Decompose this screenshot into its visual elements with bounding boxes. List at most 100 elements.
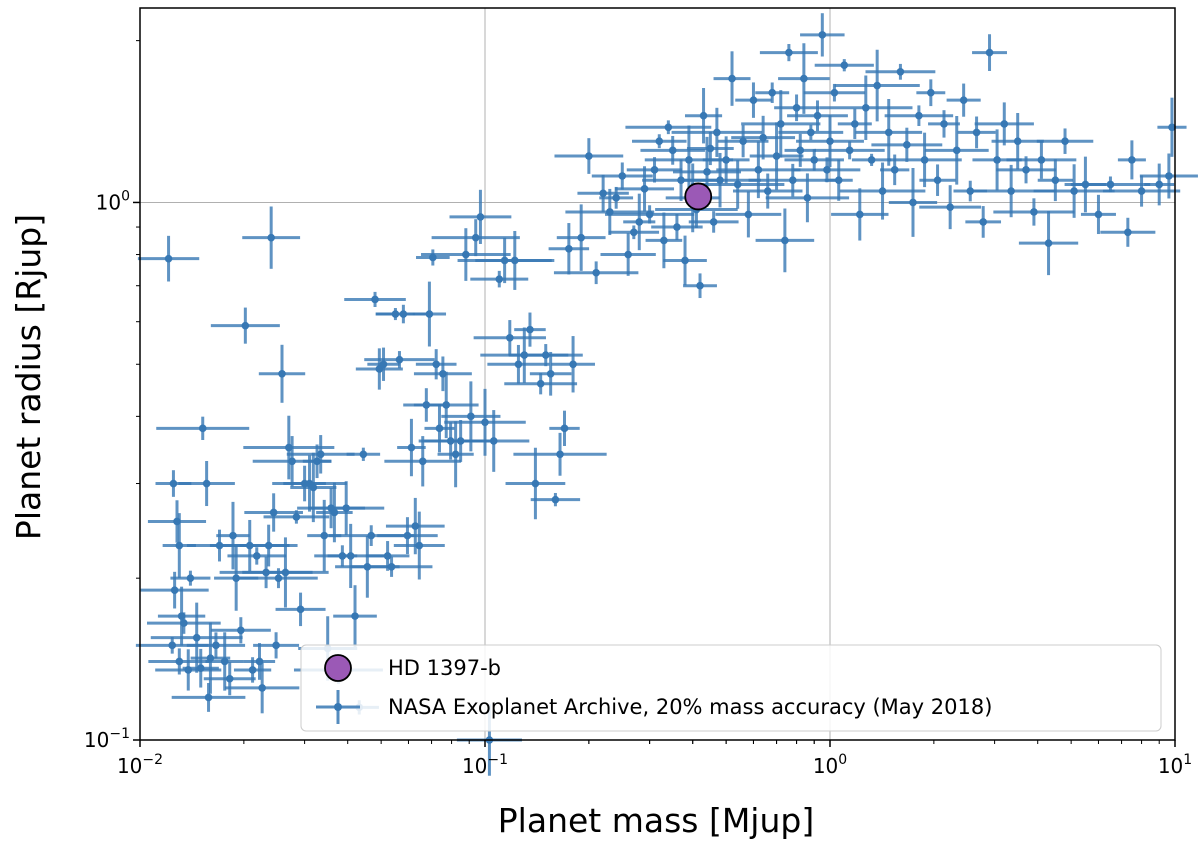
point-marker: [855, 210, 864, 219]
data-point: [216, 501, 250, 570]
point-marker: [709, 218, 718, 226]
data-point: [243, 643, 276, 680]
data-point: [1006, 140, 1077, 179]
point-marker: [1051, 176, 1060, 184]
point-marker: [959, 96, 968, 104]
data-point: [137, 235, 200, 282]
data-point: [993, 198, 1075, 226]
data-point: [556, 204, 606, 271]
hd1397b-marker: [684, 182, 713, 211]
point-marker: [514, 360, 523, 369]
point-marker: [650, 166, 659, 174]
data-point: [577, 174, 629, 212]
point-marker: [884, 128, 893, 137]
point-marker: [685, 156, 693, 164]
point-marker: [371, 295, 379, 304]
data-point: [263, 510, 330, 524]
point-marker: [776, 120, 785, 128]
point-marker: [272, 641, 280, 650]
point-marker: [1037, 156, 1046, 164]
data-point: [749, 122, 804, 190]
point-marker: [788, 176, 797, 184]
point-marker: [1044, 239, 1053, 247]
legend: HD 1397-b NASA Exoplanet Archive, 20% ma…: [300, 644, 1162, 732]
point-marker: [495, 275, 504, 283]
point-marker: [792, 103, 801, 112]
point-marker: [668, 146, 677, 155]
point-marker: [1128, 156, 1136, 164]
point-marker: [292, 513, 301, 521]
point-marker: [618, 172, 627, 180]
data-point: [671, 107, 763, 157]
data-point: [242, 537, 329, 608]
data-point: [732, 173, 803, 209]
legend-archive-label: NASA Exoplanet Archive, 20% mass accurac…: [388, 695, 992, 719]
point-marker: [351, 612, 359, 620]
point-marker: [442, 401, 451, 409]
point-marker: [749, 96, 758, 104]
point-marker: [728, 74, 736, 83]
data-point: [225, 662, 300, 714]
data-point: [716, 141, 801, 199]
point-marker: [722, 156, 730, 164]
data-point: [928, 110, 960, 138]
point-marker: [645, 210, 654, 219]
point-marker: [655, 137, 664, 145]
data-point: [831, 188, 889, 241]
point-marker: [541, 351, 550, 359]
data-point: [505, 447, 566, 520]
point-marker: [1013, 137, 1022, 145]
point-marker: [896, 68, 905, 76]
data-point: [549, 410, 580, 447]
data-point: [355, 348, 403, 390]
point-marker: [288, 457, 296, 466]
point-marker: [890, 166, 899, 174]
point-marker: [796, 146, 805, 155]
point-marker: [810, 156, 819, 164]
data-point: [759, 44, 818, 62]
data-point: [178, 461, 235, 507]
point-marker: [1022, 166, 1030, 174]
data-point: [688, 211, 739, 233]
point-marker: [411, 522, 420, 530]
point-marker: [168, 641, 177, 650]
point-marker: [556, 450, 564, 459]
point-marker: [569, 360, 577, 369]
point-marker: [592, 268, 600, 277]
point-marker: [624, 250, 632, 259]
data-point: [717, 125, 769, 158]
point-marker: [170, 586, 179, 594]
data-point: [275, 592, 326, 627]
data-point: [924, 116, 989, 185]
point-marker: [985, 48, 994, 57]
point-marker: [418, 457, 427, 466]
point-marker: [220, 657, 229, 666]
point-marker: [435, 424, 444, 433]
data-point: [1033, 164, 1115, 218]
data-point: [554, 138, 624, 174]
data-point: [377, 517, 438, 555]
point-marker: [585, 152, 593, 160]
data-point: [364, 351, 435, 369]
point-marker: [313, 457, 321, 466]
data-point: [741, 90, 821, 158]
point-marker: [510, 256, 519, 265]
data-point: [1157, 97, 1187, 157]
data-point: [755, 208, 815, 273]
point-marker: [274, 574, 283, 582]
data-point: [851, 153, 892, 166]
x-tick-label: 10−1: [462, 752, 508, 778]
x-tick-label: 101: [1158, 752, 1192, 778]
data-point: [793, 157, 861, 183]
point-marker: [1000, 120, 1009, 128]
data-point: [344, 291, 406, 308]
point-marker: [940, 120, 948, 128]
point-marker: [425, 310, 434, 318]
point-marker: [204, 693, 213, 702]
data-point: [1102, 175, 1181, 207]
point-marker: [489, 437, 498, 445]
point-marker: [823, 166, 831, 174]
point-marker: [768, 88, 777, 97]
data-point: [203, 662, 256, 696]
